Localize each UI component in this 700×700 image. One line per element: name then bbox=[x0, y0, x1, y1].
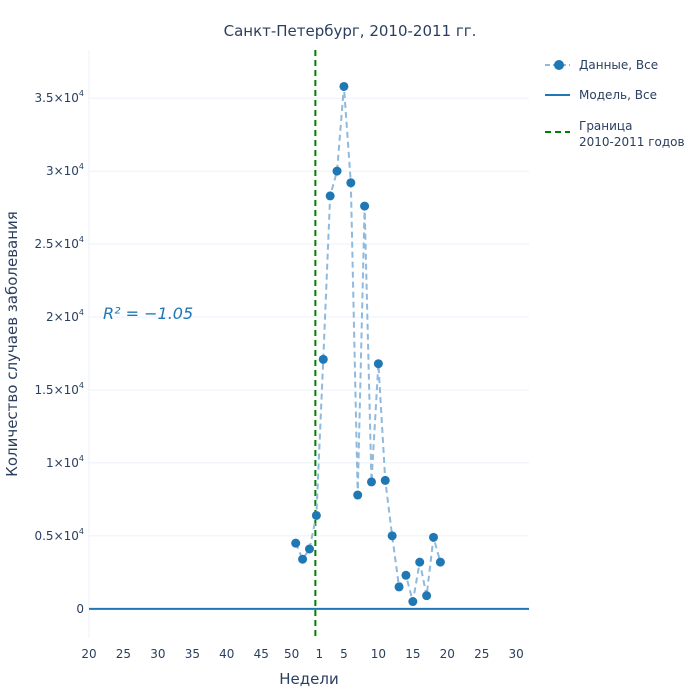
x-tick-label: 40 bbox=[219, 647, 234, 661]
y-tick-label: 3.5×104 bbox=[34, 89, 84, 105]
legend-label-model: Модель, Все bbox=[579, 88, 657, 102]
data-point bbox=[346, 178, 356, 188]
data-point bbox=[311, 510, 321, 520]
x-tick-label: 20 bbox=[440, 647, 455, 661]
x-axis: 20 25 30 35 40 45 50 1 5 10 15 20 25 30 bbox=[81, 647, 523, 661]
legend-marker-data bbox=[554, 60, 564, 70]
x-tick-label: 25 bbox=[116, 647, 131, 661]
x-tick-label: 30 bbox=[509, 647, 524, 661]
legend[interactable]: Данные, Все Модель, Все Граница 2010-2011 г… bbox=[545, 58, 685, 149]
data-point bbox=[401, 570, 411, 580]
chart-title: Санкт-Петербург, 2010-2011 гг. bbox=[224, 22, 477, 40]
data-point bbox=[298, 554, 308, 564]
y-tick-label: 1.5×104 bbox=[34, 381, 84, 397]
data-point bbox=[332, 166, 342, 176]
y-tick-label: 2×104 bbox=[46, 308, 84, 324]
y-axis: 0 0.5×104 1×104 1.5×104 2×104 2.5×104 3×104 3.5… bbox=[34, 89, 84, 616]
x-tick-label: 50 bbox=[284, 647, 299, 661]
y-tick-label: 0.5×104 bbox=[34, 527, 84, 543]
data-point bbox=[325, 191, 335, 201]
data-point bbox=[339, 81, 349, 91]
data-point bbox=[366, 477, 376, 487]
x-tick-label: 45 bbox=[254, 647, 269, 661]
y-tick-label: 1×104 bbox=[46, 454, 84, 470]
r-squared-annotation: R² = −1.05 bbox=[103, 304, 193, 323]
data-point bbox=[422, 591, 432, 601]
x-tick-label: 5 bbox=[340, 647, 348, 661]
grid bbox=[88, 50, 529, 638]
legend-label-boundary: Граница 2010-2011 годов bbox=[579, 119, 685, 149]
data-point bbox=[380, 475, 390, 485]
plot-area bbox=[89, 50, 529, 640]
data-point bbox=[360, 201, 370, 211]
x-tick-label: 35 bbox=[185, 647, 200, 661]
data-point bbox=[435, 557, 445, 567]
data-point bbox=[394, 582, 404, 592]
y-tick-label: 2.5×104 bbox=[34, 235, 84, 251]
x-tick-label: 25 bbox=[474, 647, 489, 661]
data-point bbox=[318, 354, 328, 364]
data-point bbox=[291, 538, 301, 548]
x-tick-label: 15 bbox=[405, 647, 420, 661]
x-tick-label: 30 bbox=[150, 647, 165, 661]
x-axis-title: Недели bbox=[279, 670, 338, 688]
data-point bbox=[373, 359, 383, 369]
y-tick-label: 0 bbox=[76, 602, 84, 616]
data-point bbox=[304, 544, 314, 554]
data-point bbox=[387, 531, 397, 541]
legend-label-data: Данные, Все bbox=[579, 58, 658, 72]
x-tick-label: 20 bbox=[81, 647, 96, 661]
x-tick-label: 1 bbox=[316, 647, 324, 661]
data-point bbox=[429, 532, 438, 542]
x-tick-label: 10 bbox=[371, 647, 386, 661]
y-axis-title: Количество случаев заболевания bbox=[3, 211, 21, 477]
data-point bbox=[415, 557, 425, 567]
data-line bbox=[294, 86, 442, 602]
data-point bbox=[408, 597, 418, 607]
y-tick-label: 3×104 bbox=[46, 162, 84, 178]
data-point bbox=[353, 490, 363, 500]
